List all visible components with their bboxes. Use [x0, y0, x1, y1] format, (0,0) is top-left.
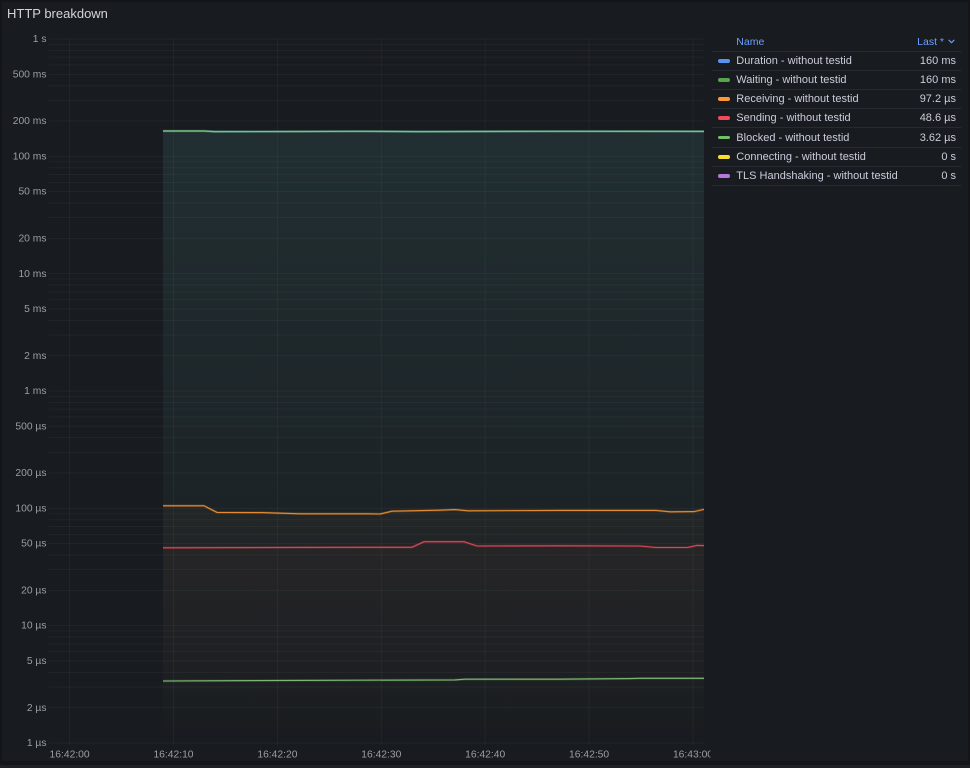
svg-text:200 µs: 200 µs [15, 468, 46, 479]
svg-text:16:42:00: 16:42:00 [50, 749, 90, 760]
svg-text:1 s: 1 s [33, 34, 47, 45]
svg-text:200 ms: 200 ms [13, 116, 47, 127]
svg-text:16:42:10: 16:42:10 [153, 749, 193, 760]
svg-text:10 ms: 10 ms [18, 269, 46, 280]
svg-text:50 µs: 50 µs [21, 539, 46, 550]
svg-text:1 µs: 1 µs [27, 738, 47, 749]
svg-text:50 ms: 50 ms [18, 187, 46, 198]
svg-text:1 ms: 1 ms [24, 386, 46, 397]
svg-text:100 µs: 100 µs [15, 503, 46, 514]
svg-text:16:42:30: 16:42:30 [361, 749, 401, 760]
svg-text:2 ms: 2 ms [24, 351, 46, 362]
svg-text:2 µs: 2 µs [27, 703, 47, 714]
svg-text:5 µs: 5 µs [27, 656, 47, 667]
svg-text:10 µs: 10 µs [21, 621, 46, 632]
svg-text:16:43:00: 16:43:00 [673, 749, 713, 760]
svg-text:500 ms: 500 ms [13, 69, 47, 80]
svg-text:16:42:20: 16:42:20 [257, 749, 297, 760]
svg-text:16:42:40: 16:42:40 [465, 749, 505, 760]
svg-text:20 ms: 20 ms [18, 233, 46, 244]
svg-text:100 ms: 100 ms [13, 151, 47, 162]
svg-text:20 µs: 20 µs [21, 585, 46, 596]
svg-text:500 µs: 500 µs [15, 421, 46, 432]
svg-text:5 ms: 5 ms [24, 304, 46, 315]
svg-text:16:42:50: 16:42:50 [569, 749, 609, 760]
